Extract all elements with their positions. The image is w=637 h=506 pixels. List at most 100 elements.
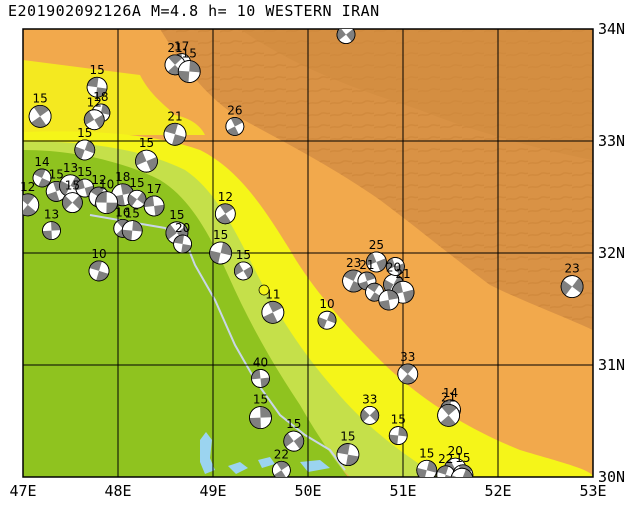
beachball-rim — [95, 191, 118, 215]
compressional-quadrant — [87, 77, 99, 88]
longitude-tick-label: 53E — [579, 482, 606, 500]
focal-mechanism-beachball[interactable] — [388, 426, 408, 446]
focal-mechanism-beachball[interactable] — [223, 114, 247, 138]
beachball-rim — [360, 405, 380, 425]
event-depth-label: 22 — [274, 447, 289, 461]
focal-mechanism-beachball[interactable] — [231, 259, 256, 284]
focal-mechanism-beachball[interactable] — [95, 191, 118, 215]
compressional-quadrant — [168, 54, 183, 65]
focal-mechanism-beachball[interactable] — [143, 195, 165, 217]
main-event-marker[interactable] — [258, 284, 270, 296]
focal-mechanism-beachball[interactable] — [87, 258, 112, 283]
water-body — [258, 457, 275, 468]
focal-mechanism-beachball[interactable] — [448, 465, 477, 494]
focal-mechanism-beachball[interactable] — [121, 220, 143, 242]
focal-mechanism-beachball[interactable] — [394, 360, 422, 388]
focal-mechanism-beachball[interactable] — [557, 271, 588, 302]
focal-mechanism-beachball[interactable] — [433, 400, 464, 431]
map-border — [22, 28, 594, 478]
focal-mechanism-beachball[interactable] — [269, 458, 294, 483]
focal-mechanism-beachball[interactable] — [172, 234, 193, 255]
compressional-quadrant — [249, 417, 261, 429]
focal-mechanism-beachball[interactable] — [207, 240, 233, 266]
event-depth-label: 10 — [99, 178, 114, 192]
beachball-rim — [336, 443, 360, 467]
longitude-tick-label: 47E — [9, 482, 36, 500]
event-depth-label: 33 — [362, 392, 377, 406]
compressional-quadrant — [273, 470, 287, 477]
focal-mechanism-beachball[interactable] — [251, 369, 271, 389]
beachball-rim — [177, 60, 201, 83]
focal-mechanism-beachball[interactable] — [363, 249, 389, 275]
compressional-quadrant — [348, 281, 364, 292]
focal-mechanism-beachball[interactable] — [335, 442, 360, 467]
focal-mechanism-beachball[interactable] — [258, 298, 287, 327]
event-depth-label: 15 — [253, 393, 268, 407]
compressional-quadrant — [23, 204, 37, 216]
focal-mechanism-beachball[interactable] — [124, 187, 149, 212]
compressional-quadrant — [346, 29, 355, 42]
compressional-quadrant — [181, 244, 192, 253]
latitude-tick-label: 34N — [598, 20, 625, 38]
beachball-rim — [378, 289, 400, 311]
compressional-quadrant — [33, 169, 46, 178]
compressional-quadrant — [209, 250, 221, 264]
compressional-quadrant — [226, 126, 239, 136]
compressional-quadrant — [366, 283, 380, 293]
focal-mechanism-beachball[interactable] — [249, 406, 272, 430]
beachball-rim — [214, 203, 236, 225]
focal-mechanism-beachball[interactable] — [30, 166, 54, 190]
beachball-rim — [42, 221, 61, 241]
focal-mechanism-beachball[interactable] — [74, 177, 96, 199]
focal-mechanism-beachball[interactable] — [177, 60, 201, 83]
event-depth-label: 15 — [455, 451, 470, 465]
beachball-rim — [75, 178, 95, 198]
beachball-rim — [83, 109, 105, 131]
focal-mechanism-beachball[interactable] — [333, 22, 358, 47]
compressional-quadrant — [132, 220, 143, 232]
event-depth-label: 15 — [182, 47, 197, 61]
beachball-rim — [28, 104, 52, 128]
focal-mechanism-beachball[interactable] — [377, 288, 400, 311]
beachball-rim — [251, 369, 270, 388]
beachball-rim — [365, 251, 387, 273]
focal-mechanism-beachball[interactable] — [42, 221, 61, 241]
event-depth-label: 15 — [139, 136, 154, 150]
focal-mechanism-beachball[interactable] — [339, 266, 368, 295]
event-depth-label: 15 — [77, 126, 92, 140]
focal-mechanism-beachball[interactable] — [315, 309, 338, 332]
focal-mechanism-beachball[interactable] — [86, 76, 109, 99]
compressional-quadrant — [31, 116, 47, 128]
focal-mechanism-beachball[interactable] — [415, 458, 439, 482]
compressional-quadrant — [135, 151, 147, 166]
compressional-quadrant — [165, 224, 177, 240]
focal-mechanism-beachball[interactable] — [357, 403, 382, 428]
beachball-rim — [437, 403, 461, 427]
compressional-quadrant — [343, 270, 359, 281]
compressional-quadrant — [262, 312, 278, 324]
event-depth-label: 26 — [227, 103, 242, 117]
compressional-quadrant — [234, 263, 244, 276]
focal-mechanism-beachball[interactable] — [25, 101, 56, 132]
compressional-quadrant — [572, 277, 584, 294]
focal-mechanism-beachball[interactable] — [384, 255, 407, 278]
focal-mechanism-beachball[interactable] — [211, 200, 239, 228]
compressional-quadrant — [260, 406, 272, 418]
beachball-rim — [62, 192, 83, 214]
event-depth-label: 15 — [49, 167, 64, 181]
focal-mechanism-beachball[interactable] — [132, 147, 161, 176]
compressional-quadrant — [94, 114, 105, 129]
event-depth-label: 15 — [419, 446, 434, 460]
focal-mechanism-beachball[interactable] — [434, 463, 457, 486]
focal-mechanism-beachball[interactable] — [72, 137, 98, 163]
event-depth-label: 18 — [115, 170, 130, 184]
compressional-quadrant — [366, 252, 377, 266]
beachball-rim — [86, 76, 108, 98]
focal-mechanism-beachball[interactable] — [12, 189, 43, 220]
event-depth-label: 40 — [253, 355, 268, 369]
focal-mechanism-beachball[interactable] — [58, 188, 86, 216]
focal-mechanism-beachball[interactable] — [81, 106, 108, 133]
focal-mechanism-beachball[interactable] — [161, 121, 188, 148]
focal-mechanism-beachball[interactable] — [280, 427, 308, 455]
